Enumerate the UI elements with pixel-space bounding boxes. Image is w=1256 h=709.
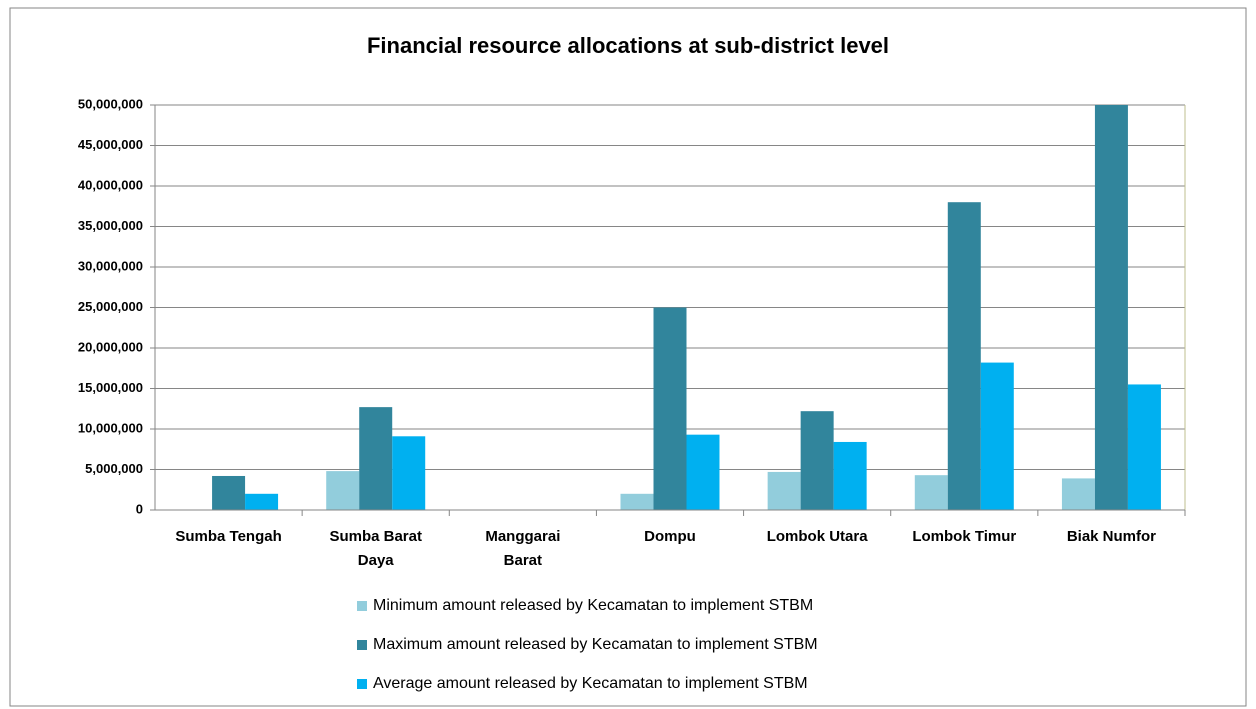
y-tick-label: 45,000,000: [78, 137, 143, 152]
x-tick-label: Lombok Utara: [767, 528, 869, 545]
legend-label: Average amount released by Kecamatan to …: [373, 675, 808, 692]
y-tick-label: 5,000,000: [85, 461, 143, 476]
legend-swatch: [357, 601, 367, 611]
bar: [686, 434, 720, 510]
y-tick-label: 0: [136, 501, 143, 516]
bar: [1094, 105, 1128, 510]
y-tick-label: 30,000,000: [78, 258, 143, 273]
bar: [800, 411, 834, 510]
y-tick-label: 35,000,000: [78, 218, 143, 233]
y-tick-label: 20,000,000: [78, 339, 143, 354]
bar: [914, 475, 948, 510]
bar: [1127, 384, 1161, 510]
chart-border: [9, 7, 1247, 707]
x-tick-label: Biak Numfor: [1067, 528, 1156, 545]
bar: [1061, 478, 1095, 510]
x-tick-label: Sumba Barat Daya: [329, 528, 422, 569]
legend-swatch: [357, 679, 367, 689]
bar: [212, 475, 246, 510]
bar: [653, 307, 687, 510]
legend-label: Minimum amount released by Kecamatan to …: [373, 597, 813, 614]
y-tick-label: 25,000,000: [78, 299, 143, 314]
x-tick-label: Sumba Tengah: [175, 528, 281, 545]
y-tick-label: 50,000,000: [78, 96, 143, 111]
y-tick-label: 10,000,000: [78, 420, 143, 435]
y-tick-label: 15,000,000: [78, 380, 143, 395]
legend-swatch: [357, 640, 367, 650]
bar: [392, 436, 426, 510]
bar: [620, 493, 654, 510]
bar: [947, 202, 981, 510]
bar: [767, 471, 801, 510]
chart-title: Financial resource allocations at sub-di…: [367, 33, 889, 58]
bar: [326, 471, 360, 510]
bar: [245, 493, 279, 510]
bar: [359, 407, 393, 510]
legend-label: Maximum amount released by Kecamatan to …: [373, 636, 818, 653]
x-tick-label: Dompu: [644, 528, 696, 545]
y-tick-label: 40,000,000: [78, 177, 143, 192]
x-tick-label: Lombok Timur: [912, 528, 1016, 545]
bar: [980, 362, 1014, 510]
bar: [833, 441, 867, 510]
x-tick-label: Manggarai Barat: [485, 528, 560, 569]
